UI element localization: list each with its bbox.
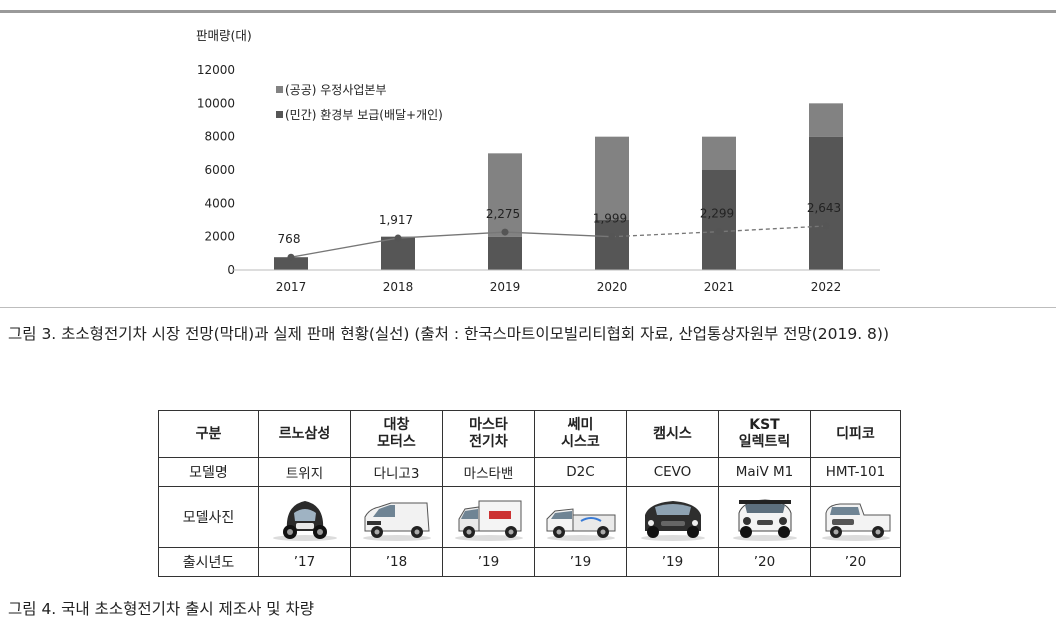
bar-segment [595, 220, 629, 270]
sales-point [608, 233, 616, 241]
sales-value-label: 2,299 [700, 207, 734, 221]
model-photo-cell [810, 486, 901, 548]
year-row: 출시년도 ’17 ’18 ’19 ’19 ’19 ’20 ’20 [158, 547, 901, 577]
sales-chart: 판매량(대) 0 2000 4000 6000 8000 10000 12000 2017 2… [196, 28, 880, 294]
manufacturer-table: 구분 르노삼성 대창 모터스 마스타 전기차 쎄미 시스코 캠시스 KST 일렉트릭 디… [158, 410, 901, 577]
bar-segment [702, 136, 736, 170]
maker-header: 마스타 전기차 [442, 410, 535, 458]
maker-header: KST 일렉트릭 [718, 410, 811, 458]
model-name: CEVO [626, 457, 719, 487]
bar-segment [381, 236, 415, 270]
bar-segment [595, 136, 629, 220]
photo-row: 모델사진 [158, 486, 901, 548]
x-tick-label: 2019 [490, 280, 521, 294]
row-label-photo: 모델사진 [158, 486, 259, 548]
bar-segment [488, 236, 522, 270]
maker-header: 디피코 [810, 410, 901, 458]
sales-value-label: 768 [278, 232, 301, 246]
model-name: HMT-101 [810, 457, 901, 487]
danigo-car-icon [362, 502, 431, 541]
y-axis-label: 판매량(대) [196, 28, 252, 43]
bar-segment [488, 153, 522, 237]
corner-header: 구분 [158, 410, 259, 458]
release-year: ’19 [534, 547, 627, 577]
sales-value-label: 2,643 [807, 201, 841, 215]
table-header-row: 구분 르노삼성 대창 모터스 마스타 전기차 쎄미 시스코 캠시스 KST 일렉트릭 디… [158, 410, 901, 458]
model-photo-cell [718, 486, 811, 548]
maker-header: 르노삼성 [258, 410, 351, 458]
bar-segment [702, 170, 736, 270]
x-tick-label: 2020 [597, 280, 628, 294]
maker-header: 대창 모터스 [350, 410, 443, 458]
sales-value-label: 1,999 [593, 212, 627, 226]
twizy-car-icon [272, 501, 337, 541]
model-photo-cell [534, 486, 627, 548]
x-tick-label: 2022 [811, 280, 842, 294]
model-row: 모델명 트위지 다니고3 마스타밴 D2C CEVO MaiV M1 HMT-1… [158, 457, 901, 487]
sales-point [287, 253, 295, 261]
legend-swatch-private [276, 111, 283, 118]
sales-point [822, 222, 830, 230]
model-photo-cell [626, 486, 719, 548]
y-tick-label: 12000 [197, 63, 235, 77]
figure4-caption: 그림 4. 국내 초소형전기차 출시 제조사 및 차량 [8, 600, 314, 618]
legend-swatch-public [276, 86, 283, 93]
sales-value-label: 1,917 [379, 213, 413, 227]
model-photo-cell [350, 486, 443, 548]
model-name: 트위지 [258, 457, 351, 487]
sales-point [394, 234, 402, 242]
model-name: 마스타밴 [442, 457, 535, 487]
x-tick-label: 2021 [704, 280, 735, 294]
release-year: ’20 [718, 547, 811, 577]
release-year: ’19 [626, 547, 719, 577]
top-rule [0, 10, 1056, 13]
bar-segment [274, 257, 308, 270]
bar-segment [809, 103, 843, 137]
maker-header: 쎄미 시스코 [534, 410, 627, 458]
d2c-truck-icon [546, 508, 615, 541]
model-photo-cell [442, 486, 535, 548]
cevo-car-icon [640, 501, 705, 541]
release-year: ’20 [810, 547, 901, 577]
maiv-car-icon [732, 499, 797, 541]
figure3-caption: 그림 3. 초소형전기차 시장 전망(막대)과 실제 판매 현황(실선) (출처… [8, 325, 890, 343]
sales-point [501, 228, 509, 236]
y-tick-label: 6000 [204, 163, 235, 177]
model-name: D2C [534, 457, 627, 487]
x-tick-label: 2018 [383, 280, 414, 294]
maker-header: 캠시스 [626, 410, 719, 458]
legend-label-public: (공공) 우정사업본부 [285, 83, 387, 97]
sales-point [715, 228, 723, 236]
sales-value-label: 2,275 [486, 207, 520, 221]
model-name: MaiV M1 [718, 457, 811, 487]
y-tick-label: 4000 [204, 196, 235, 210]
masta-van-icon [454, 500, 523, 541]
release-year: ’19 [442, 547, 535, 577]
section-divider [0, 307, 1056, 308]
y-tick-label: 2000 [204, 230, 235, 244]
release-year: ’18 [350, 547, 443, 577]
model-photo-cell [258, 486, 351, 548]
release-year: ’17 [258, 547, 351, 577]
row-label-year: 출시년도 [158, 547, 259, 577]
y-tick-label: 0 [227, 263, 235, 277]
x-tick-label: 2017 [276, 280, 307, 294]
sales-line-solid [290, 231, 613, 258]
bar-segment [809, 136, 843, 270]
y-tick-label: 8000 [204, 130, 235, 144]
hmt-truck-icon [821, 503, 890, 541]
legend-label-private: (민간) 환경부 보급(배달+개인) [285, 108, 443, 122]
model-name: 다니고3 [350, 457, 443, 487]
row-label-model: 모델명 [158, 457, 259, 487]
y-tick-label: 10000 [197, 96, 235, 110]
